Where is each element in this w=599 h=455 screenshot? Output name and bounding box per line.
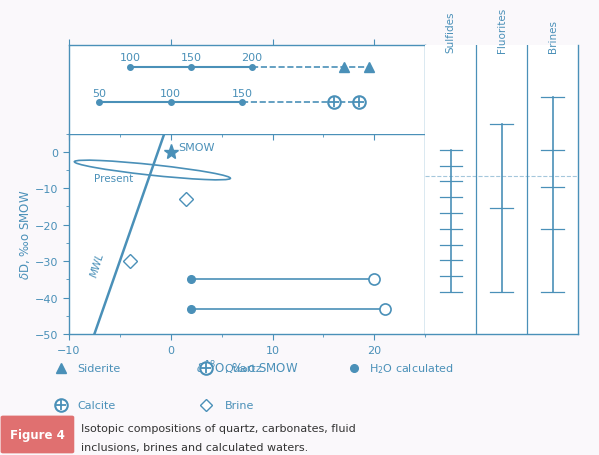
Text: 200: 200: [241, 53, 263, 63]
Text: 150: 150: [180, 53, 202, 63]
Text: Fluorites: Fluorites: [497, 8, 507, 53]
Text: Calcite: Calcite: [77, 400, 115, 410]
FancyBboxPatch shape: [1, 416, 74, 453]
Y-axis label: $\delta$D, ‰o SMOW: $\delta$D, ‰o SMOW: [18, 189, 32, 279]
Text: MWL: MWL: [89, 252, 106, 278]
Text: inclusions, brines and calculated waters.: inclusions, brines and calculated waters…: [81, 442, 308, 452]
Text: Quartz: Quartz: [225, 364, 262, 374]
Text: 100: 100: [119, 53, 141, 63]
Text: Sulfides: Sulfides: [446, 12, 456, 53]
Text: H$_2$O calculated: H$_2$O calculated: [370, 362, 454, 375]
Text: Siderite: Siderite: [77, 364, 120, 374]
Text: 150: 150: [231, 88, 253, 98]
Text: Isotopic compositions of quartz, carbonates, fluid: Isotopic compositions of quartz, carbona…: [81, 424, 356, 433]
Text: Brines: Brines: [547, 20, 558, 53]
X-axis label: $\delta^{18}$O, ‰o SMOW: $\delta^{18}$O, ‰o SMOW: [196, 359, 298, 377]
Text: 100: 100: [160, 88, 181, 98]
Text: Present: Present: [94, 173, 134, 183]
Text: Figure 4: Figure 4: [10, 428, 65, 441]
Text: SMOW: SMOW: [178, 142, 214, 152]
Text: 50: 50: [92, 88, 107, 98]
Text: Brine: Brine: [225, 400, 254, 410]
